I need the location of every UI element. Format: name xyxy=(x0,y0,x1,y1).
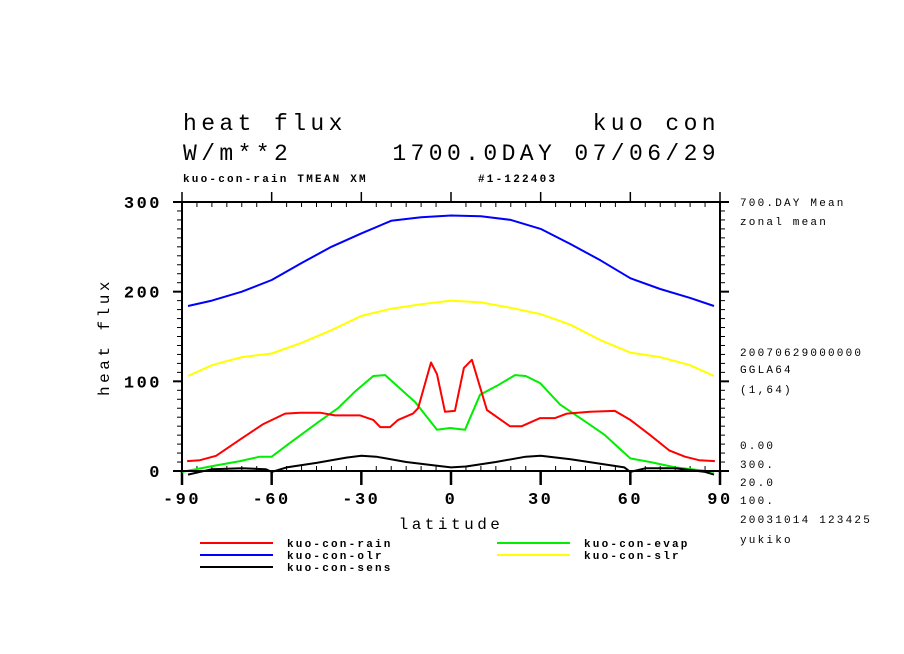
x-tick-label: 60 xyxy=(618,491,643,510)
side-info-line: yukiko xyxy=(740,535,793,547)
side-info-line: GGLA64 xyxy=(740,365,793,377)
y-tick-label: 200 xyxy=(124,285,162,304)
x-tick-label: -60 xyxy=(253,491,291,510)
x-tick-label: -90 xyxy=(163,491,201,510)
chart-title: heat flux xyxy=(183,111,347,137)
time-label: 1700.0DAY 07/06/29 xyxy=(392,141,720,167)
side-info-line: 20.0 xyxy=(740,478,775,490)
legend-label-kuo-con-slr: kuo-con-slr xyxy=(584,551,681,563)
side-info-line: 100. xyxy=(740,496,775,508)
x-tick-label: 30 xyxy=(528,491,553,510)
side-info-line: 20031014 123425 xyxy=(740,515,872,527)
legend-label-kuo-con-sens: kuo-con-sens xyxy=(287,563,393,575)
series-lines xyxy=(181,214,715,476)
plot-border xyxy=(181,201,721,472)
side-info-line: 20070629000000 xyxy=(740,348,863,360)
x-tick-label: 90 xyxy=(707,491,732,510)
legend-label-kuo-con-evap: kuo-con-evap xyxy=(584,539,690,551)
units-label: W/m**2 xyxy=(183,141,292,167)
variable-subtitle: kuo-con-rain TMEAN XM xyxy=(183,174,368,186)
side-info-panel: 700.DAY Mean zonal mean 20070629000000 GGLA… xyxy=(740,198,872,547)
plot-frame xyxy=(181,201,721,472)
axes: -90 -60 -30 0 30 60 90 0 100 200 300 xyxy=(124,192,732,510)
series-line-kuo-con-rain xyxy=(187,358,715,463)
y-tick-label: 100 xyxy=(124,374,162,393)
side-info-line: 300. xyxy=(740,460,775,472)
y-axis-label: heat flux xyxy=(96,278,114,396)
run-id: #1-122403 xyxy=(478,174,557,186)
legend-label-kuo-con-rain: kuo-con-rain xyxy=(287,539,393,551)
series-line-kuo-con-slr xyxy=(187,299,715,377)
y-tick-label: 0 xyxy=(149,464,162,483)
side-info-line: 0.00 xyxy=(740,441,775,453)
series-line-kuo-con-olr xyxy=(187,214,715,307)
x-tick-label: 0 xyxy=(445,491,458,510)
side-info-line: (1,64) xyxy=(740,385,793,397)
x-axis-label: latitude xyxy=(399,516,504,534)
experiment-name: kuo con xyxy=(593,111,720,137)
legend-label-kuo-con-olr: kuo-con-olr xyxy=(287,551,384,563)
side-info-line: zonal mean xyxy=(740,217,828,229)
y-tick-label: 300 xyxy=(124,195,162,214)
x-tick-label: -30 xyxy=(342,491,380,510)
series-line-kuo-con-evap xyxy=(181,374,715,473)
side-info-line: 700.DAY Mean xyxy=(740,198,846,210)
